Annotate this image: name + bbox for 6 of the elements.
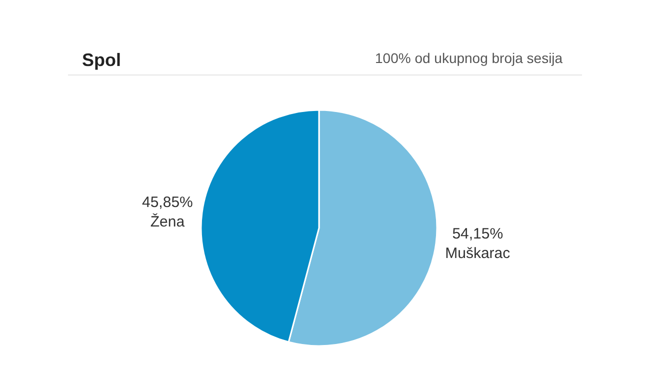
chart-title: Spol: [82, 50, 121, 70]
data-label: 54,15%: [452, 225, 504, 242]
data-label: 45,85%: [142, 194, 193, 212]
slice-label: Muškarac: [445, 244, 511, 262]
slice-label: Žena: [150, 212, 186, 231]
chart-subtitle: 100% od ukupnog broja sesija: [375, 50, 563, 66]
